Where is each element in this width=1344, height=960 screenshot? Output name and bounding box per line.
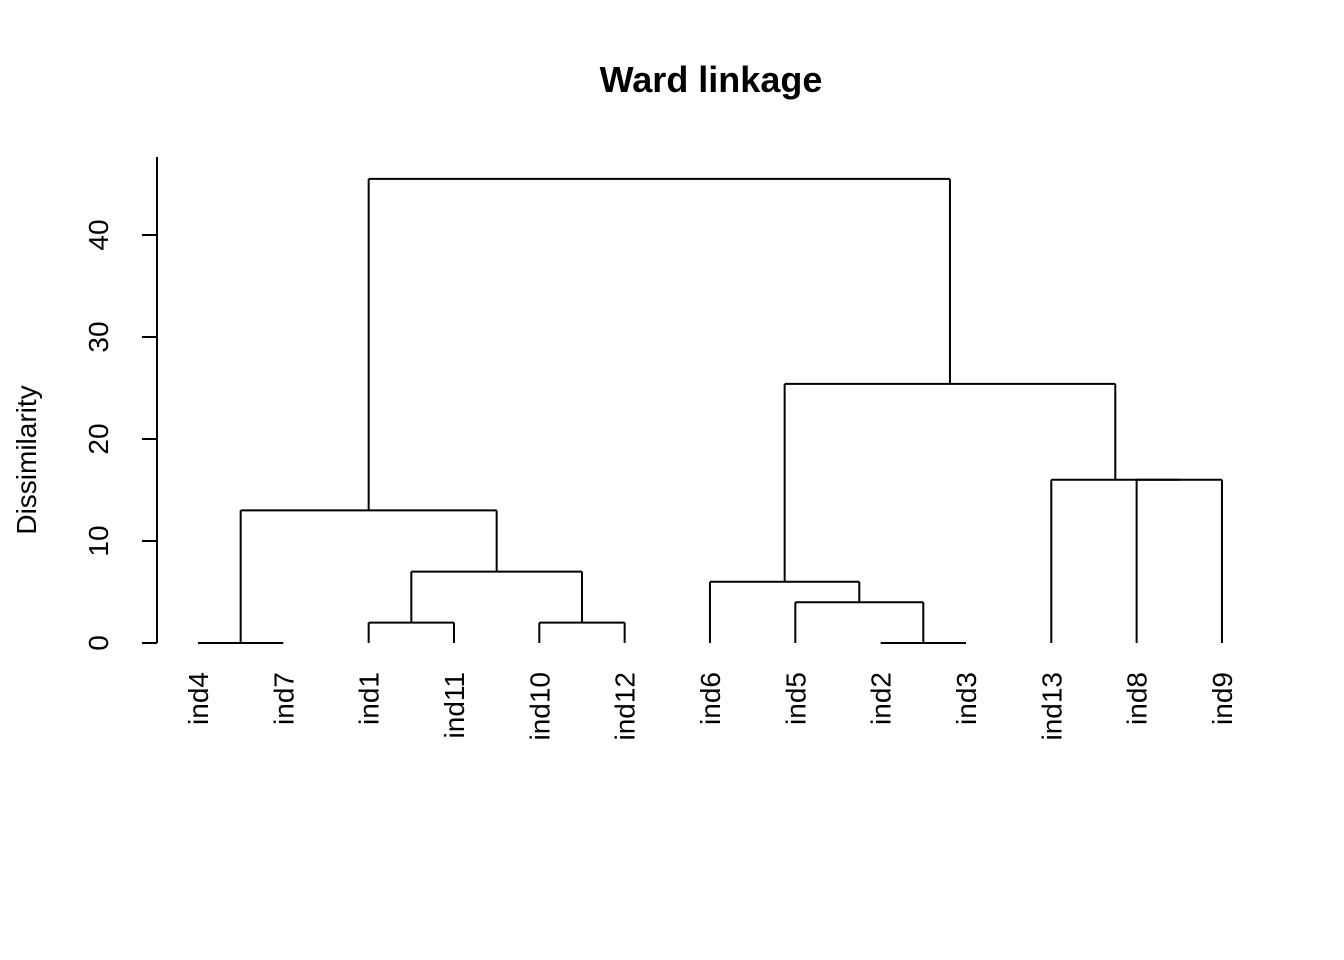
- leaf-label: ind13: [1036, 672, 1067, 741]
- chart-title: Ward linkage: [600, 59, 823, 100]
- leaf-label: ind2: [866, 672, 897, 725]
- leaf-label: ind1: [354, 672, 385, 725]
- leaf-label: ind10: [524, 672, 555, 741]
- y-tick-label: 20: [83, 423, 114, 454]
- leaf-label: ind3: [951, 672, 982, 725]
- y-axis-label: Dissimilarity: [11, 385, 42, 534]
- y-axis: 0 10 20 30 40: [83, 157, 158, 651]
- leaf-label: ind9: [1207, 672, 1238, 725]
- dendrogram-tree: [198, 177, 1223, 644]
- leaf-label: ind8: [1122, 672, 1153, 725]
- y-tick-label: 10: [83, 525, 114, 556]
- leaf-label: ind6: [695, 672, 726, 725]
- leaf-label: ind12: [610, 672, 641, 741]
- leaf-label: ind4: [183, 672, 214, 725]
- leaf-label: ind11: [439, 672, 470, 738]
- leaf-labels: ind4 ind7 ind1 ind11 ind10 ind12 ind6 ind5 ind2 i…: [183, 672, 1238, 741]
- leaf-label: ind7: [268, 672, 299, 725]
- y-tick-label: 0: [83, 635, 114, 651]
- leaf-label: ind5: [780, 672, 811, 725]
- y-tick-label: 40: [83, 219, 114, 250]
- y-tick-label: 30: [83, 321, 114, 352]
